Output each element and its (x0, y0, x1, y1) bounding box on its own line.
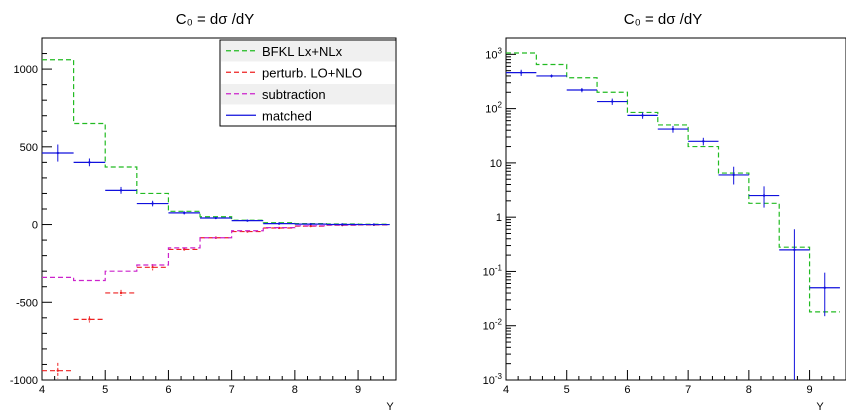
left-chart-title: C₀ = dσ /dY (176, 11, 254, 28)
x-tick-label: 8 (292, 384, 298, 396)
left-chart-panel: C₀ = dσ /dY Y 4 5 6 7 8 9 -1000 -500 0 500 1000 BF… (10, 11, 397, 412)
y-tick-label: 1000 (14, 64, 38, 76)
left-x-axis-label: Y (386, 401, 394, 412)
x-tick-label: 4 (39, 384, 45, 396)
data-point-marker (671, 127, 675, 131)
y-tick-label: 10-3 (483, 372, 503, 387)
x-tick-label: 7 (685, 384, 691, 396)
series-matched (42, 144, 390, 226)
y-tick-label: 10-1 (483, 263, 503, 278)
y-tick-label: 102 (485, 101, 502, 116)
series-matched (506, 69, 840, 380)
y-tick-label: 0 (32, 220, 38, 232)
legend: BFKL Lx+NLx perturb. LO+NLO subtraction mat… (219, 39, 397, 127)
series-subtraction (42, 224, 390, 282)
data-point-marker (88, 318, 91, 321)
x-tick-label: 4 (503, 384, 509, 396)
data-point-marker (793, 248, 796, 252)
x-tick-label: 9 (807, 384, 813, 396)
data-point-marker (88, 161, 91, 164)
right-x-axis-label: Y (816, 401, 824, 412)
data-point-marker (119, 189, 123, 192)
legend-label: matched (262, 108, 312, 123)
series-bfkl-lx-nlx (506, 52, 840, 313)
data-point-marker (183, 211, 186, 215)
legend-label: subtraction (262, 87, 326, 102)
data-point-marker (151, 202, 154, 205)
series-step-line (42, 224, 390, 282)
data-point-marker (823, 286, 826, 289)
x-tick-label: 5 (102, 384, 108, 396)
data-point-marker (119, 291, 123, 295)
y-tick-label: 103 (485, 46, 502, 61)
x-tick-label: 5 (564, 384, 570, 396)
data-point-marker (762, 194, 766, 197)
x-tick-label: 9 (355, 384, 361, 396)
y-tick-label: -500 (16, 297, 38, 309)
data-point-marker (550, 74, 553, 78)
left-plot-area: 4 5 6 7 8 9 -1000 -500 0 500 1000 (10, 37, 397, 396)
plot-frame (505, 37, 846, 381)
y-tick-label: 10-2 (483, 318, 503, 333)
data-point-marker (246, 219, 249, 222)
data-point-marker (732, 173, 735, 177)
data-point-marker (151, 266, 154, 269)
y-tick-label: -1000 (10, 375, 38, 387)
x-tick-label: 8 (746, 384, 752, 396)
data-point-marker (214, 216, 218, 220)
data-point-marker (702, 140, 705, 143)
y-tick-label: 1 (496, 212, 502, 224)
y-tick-label: 10 (490, 158, 502, 170)
data-point-marker (309, 224, 312, 228)
data-point-marker (277, 222, 281, 225)
x-tick-label: 6 (624, 384, 630, 396)
data-point-marker (56, 369, 60, 372)
right-chart-panel: C₀ = dσ /dY Y 4 5 6 7 8 9 10-3 10-2 10-1 1 10 102 10… (483, 11, 846, 412)
data-point-marker (580, 88, 584, 92)
data-point-marker (372, 223, 376, 226)
series-perturb-lo-nlo (42, 223, 390, 379)
data-point-marker (611, 100, 614, 103)
legend-row-bg (221, 41, 395, 62)
legend-row-bg (221, 84, 395, 105)
x-tick-label: 6 (165, 384, 171, 396)
data-point-marker (183, 248, 186, 251)
right-chart-title: C₀ = dσ /dY (624, 11, 702, 28)
legend-label: BFKL Lx+NLx (262, 44, 343, 59)
x-tick-label: 7 (229, 384, 235, 396)
legend-label: perturb. LO+NLO (262, 65, 362, 80)
series-step-line (506, 52, 840, 313)
y-tick-label: 500 (20, 142, 38, 154)
data-point-marker (341, 223, 344, 226)
data-point-marker (641, 114, 644, 117)
data-point-marker (56, 151, 60, 155)
data-point-marker (519, 71, 523, 74)
data-point-marker (309, 222, 312, 226)
right-plot-area: 4 5 6 7 8 9 10-3 10-2 10-1 1 10 102 103 (483, 37, 846, 396)
